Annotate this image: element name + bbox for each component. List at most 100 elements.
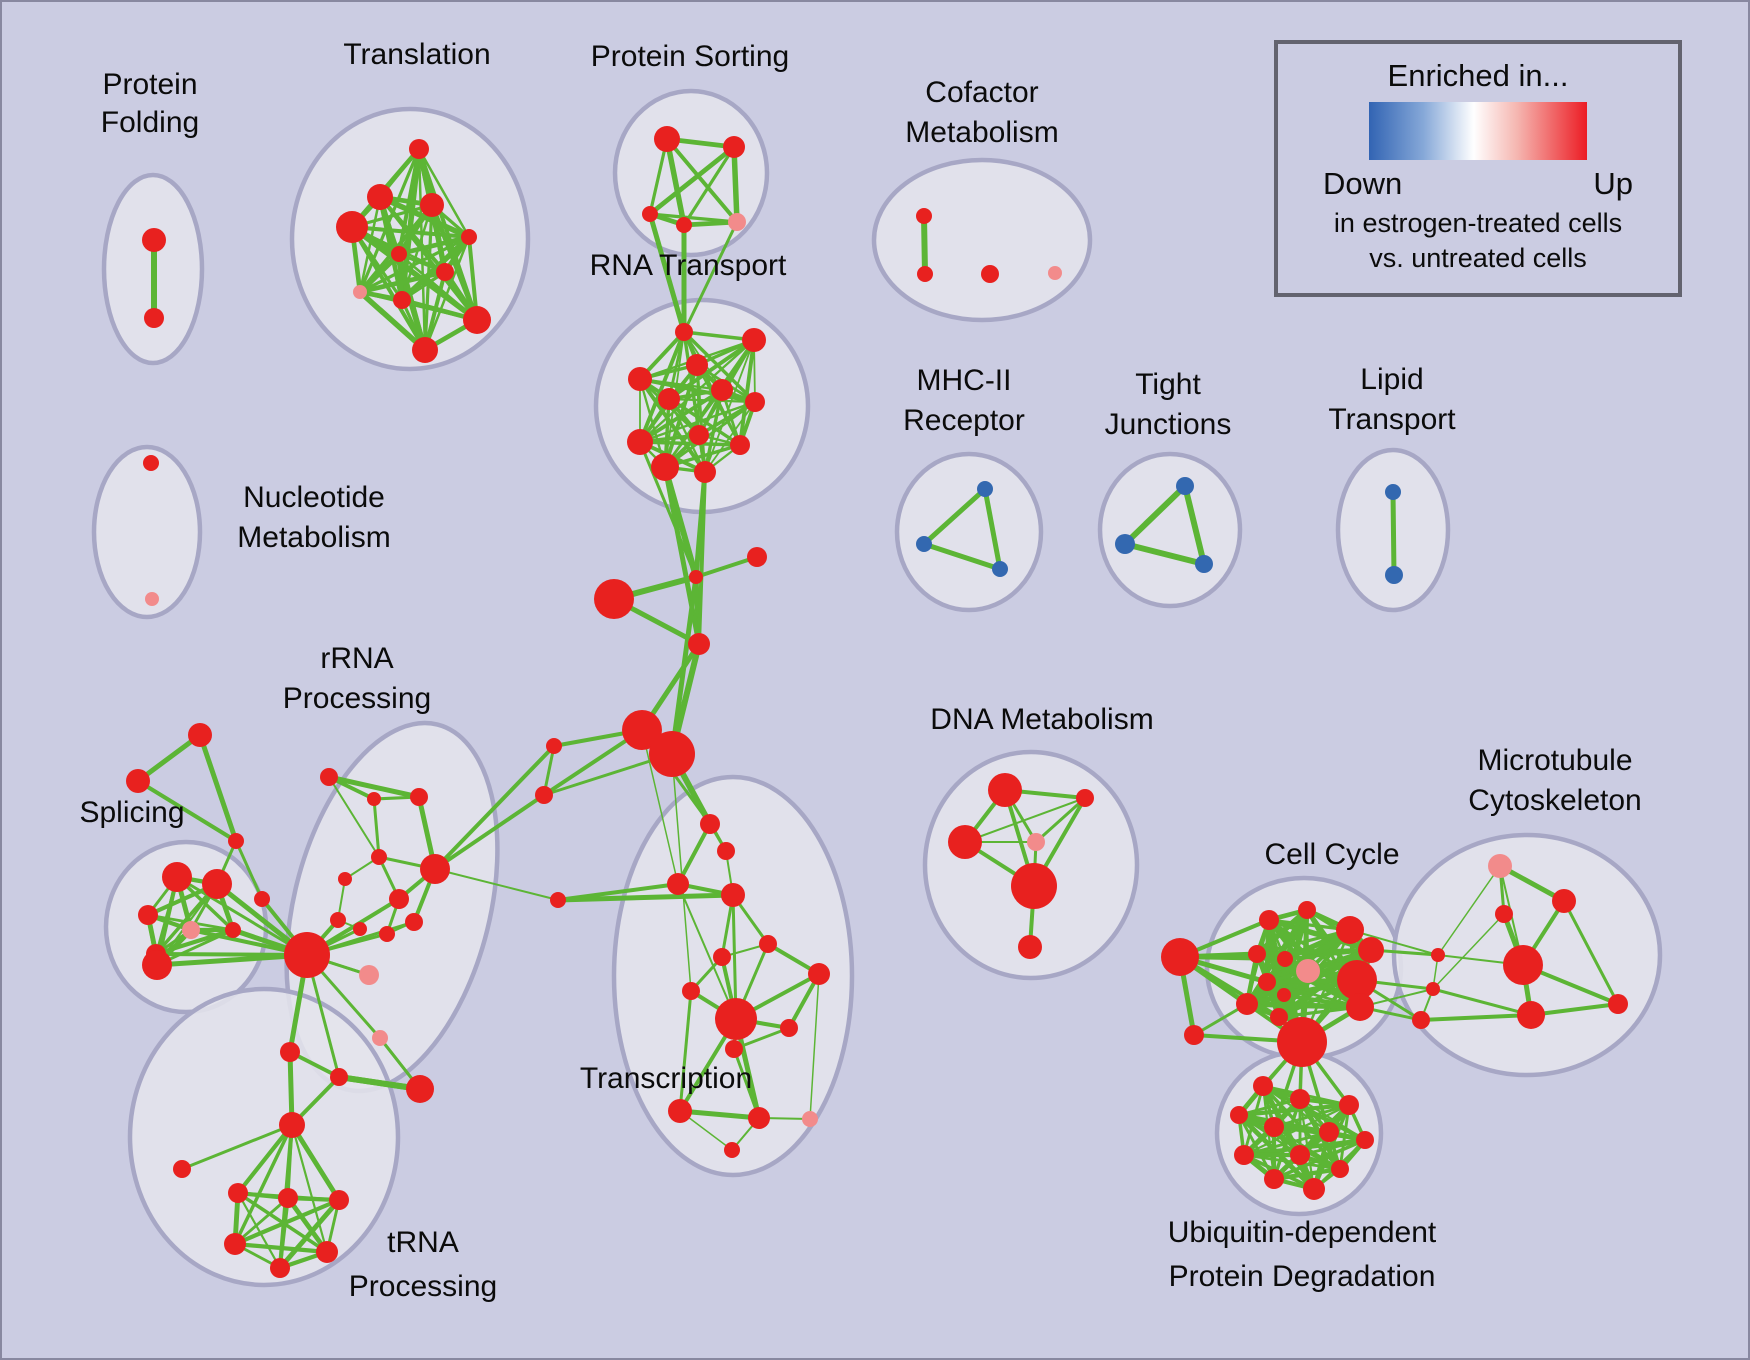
node-red	[682, 982, 700, 1000]
node-red	[724, 1142, 740, 1158]
edge	[1271, 1166, 1343, 1182]
node-red	[1412, 1011, 1430, 1029]
edge	[704, 401, 756, 473]
node-red	[330, 1068, 348, 1086]
node-pink	[1027, 833, 1045, 851]
node-red	[379, 926, 395, 942]
node-red	[1319, 1122, 1339, 1142]
node-red	[1298, 901, 1316, 919]
node-red	[1270, 1008, 1288, 1026]
legend-gradient-bar	[1369, 102, 1587, 160]
node-red	[1331, 1160, 1349, 1178]
node-red	[742, 328, 766, 352]
edge	[982, 486, 1003, 572]
edge	[234, 839, 264, 901]
node-red	[723, 136, 745, 158]
node-red	[188, 723, 212, 747]
node-red	[1011, 863, 1057, 909]
edge	[921, 486, 988, 547]
node-red	[700, 814, 720, 834]
edge	[153, 927, 236, 957]
node-red	[1264, 1117, 1284, 1137]
node-red	[535, 786, 553, 804]
node-red	[1234, 1145, 1254, 1165]
node-red	[1161, 938, 1199, 976]
node-red	[389, 889, 409, 909]
node-red	[280, 1042, 300, 1062]
node-red	[143, 455, 159, 471]
edge	[669, 574, 699, 757]
edge	[233, 1123, 294, 1246]
edge	[638, 388, 724, 444]
edge	[663, 400, 757, 469]
edge	[738, 338, 756, 447]
cluster-label-transcription: Transcription	[580, 1062, 752, 1095]
legend-up-label: Up	[1593, 166, 1633, 201]
edge	[154, 952, 310, 968]
edge	[434, 868, 559, 901]
node-red	[367, 184, 393, 210]
node-red	[594, 579, 634, 619]
edge	[677, 883, 737, 1020]
edge	[197, 732, 239, 844]
node-red	[1358, 937, 1384, 963]
node-red	[550, 892, 566, 908]
edge	[135, 732, 203, 784]
node-blue	[1385, 484, 1401, 500]
node-red	[675, 323, 693, 341]
node-red	[142, 950, 172, 980]
node-blue	[1195, 555, 1213, 573]
node-red	[686, 354, 708, 376]
node-red	[808, 963, 830, 985]
edge	[277, 1197, 342, 1271]
cluster-label-trna-processing: tRNA Processing	[349, 1226, 497, 1303]
node-red	[202, 869, 232, 899]
node-red	[224, 1233, 246, 1255]
node-red	[330, 912, 346, 928]
edge	[677, 1108, 762, 1121]
node-red	[747, 547, 767, 567]
edge	[641, 729, 679, 885]
edge	[1390, 489, 1397, 578]
edge	[433, 744, 556, 871]
node-red	[1258, 973, 1276, 991]
node-blue	[1385, 566, 1403, 584]
nodes-layer	[126, 126, 1628, 1278]
cluster-label-protein-folding: Protein Folding	[101, 68, 199, 139]
edge	[671, 753, 692, 992]
cluster-label-splicing: Splicing	[79, 796, 184, 829]
node-red	[228, 833, 244, 849]
node-red	[713, 948, 731, 966]
edge	[638, 377, 707, 474]
edge	[358, 195, 382, 294]
edge	[638, 400, 757, 444]
node-red	[748, 1107, 770, 1129]
edge	[429, 202, 480, 323]
node-red	[138, 905, 158, 925]
node-pink	[1048, 266, 1062, 280]
edge	[1562, 899, 1620, 1006]
edge	[732, 1047, 761, 1120]
node-red	[721, 883, 745, 907]
edge	[1244, 1001, 1363, 1010]
edge	[357, 289, 428, 353]
node-pink	[802, 1111, 818, 1127]
node-red	[651, 453, 679, 481]
node-red	[329, 1190, 349, 1210]
node-red	[1431, 948, 1445, 962]
edge	[423, 235, 471, 352]
node-red	[1552, 889, 1576, 913]
cluster-ellipse-protein-sorting	[612, 88, 770, 258]
edge	[1122, 541, 1207, 567]
node-red	[1356, 1131, 1374, 1149]
edge	[1182, 483, 1207, 567]
edge	[285, 1195, 330, 1255]
node-pink	[1296, 959, 1320, 983]
node-blue	[992, 561, 1008, 577]
node-red	[948, 825, 982, 859]
edge	[678, 989, 693, 1113]
node-red	[371, 849, 387, 865]
node-red	[410, 788, 428, 806]
edge	[236, 1191, 282, 1270]
